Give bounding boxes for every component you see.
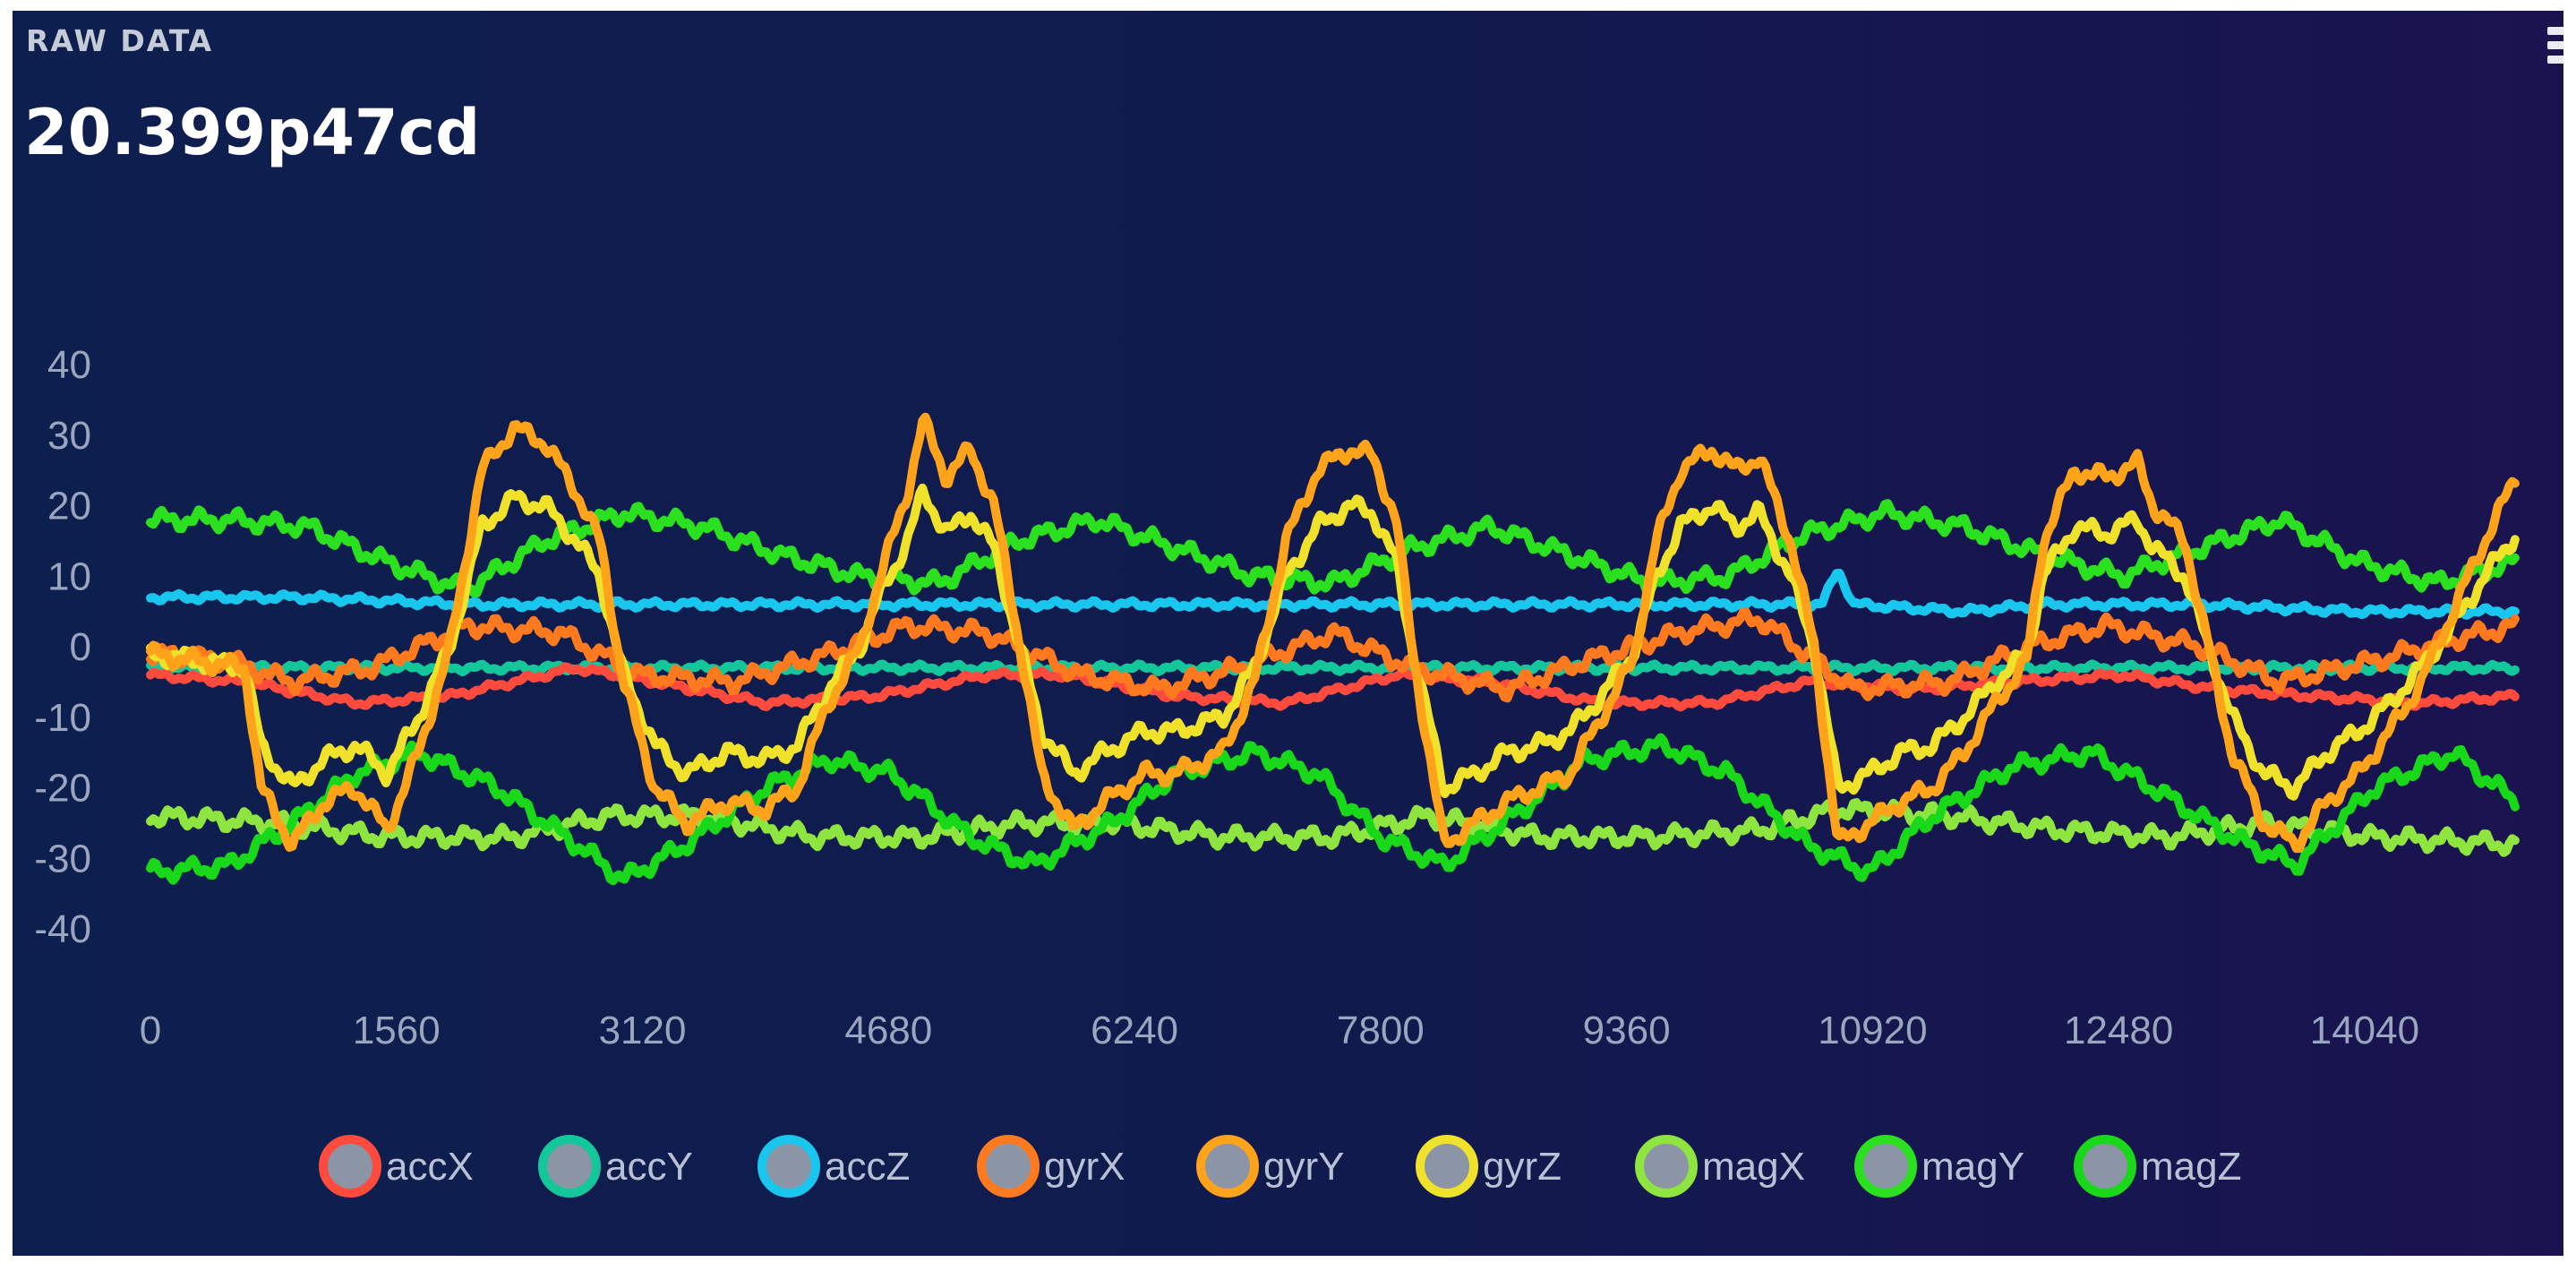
legend-label-accX[interactable]: accX [386, 1145, 474, 1189]
series-line-magZ [146, 733, 2520, 886]
legend-label-gyrX[interactable]: gyrX [1044, 1145, 1125, 1189]
legend-label-accZ[interactable]: accZ [825, 1145, 910, 1189]
menu-icon[interactable] [2547, 27, 2563, 72]
legend-label-magY[interactable]: magY [1921, 1145, 2024, 1189]
legend-marker-gyrY[interactable] [1196, 1135, 1259, 1198]
legend-label-gyrY[interactable]: gyrY [1263, 1145, 1344, 1189]
y-tick-label: -40 [34, 907, 91, 951]
legend-marker-magY[interactable] [1854, 1135, 1917, 1198]
legend-marker-gyrX[interactable] [977, 1135, 1040, 1198]
y-tick-label: 0 [70, 625, 91, 669]
line-chart: 40 30 20 10 0 -10 -20 -30 -40 0 1560 3120 4680 6240 78… [34, 343, 2520, 1198]
series-line-accX [146, 662, 2520, 712]
legend-label-gyrZ[interactable]: gyrZ [1483, 1145, 1562, 1189]
legend-marker-magZ[interactable] [2074, 1135, 2136, 1198]
series-line-gyrX [146, 607, 2520, 703]
panel-title: RAW DATA [26, 23, 214, 58]
y-tick-label: -10 [34, 696, 91, 740]
series-line-gyrZ [146, 483, 2520, 801]
legend-label-magX[interactable]: magX [1702, 1145, 1805, 1189]
y-tick-label: 10 [47, 554, 91, 598]
series-line-gyrY [146, 412, 2520, 854]
y-tick-label: 20 [47, 485, 91, 528]
y-tick-label: -20 [34, 767, 91, 811]
x-tick-label: 14040 [2310, 1009, 2419, 1052]
legend-marker-accZ[interactable] [757, 1135, 820, 1198]
x-tick-label: 3120 [599, 1009, 687, 1052]
x-tick-label: 0 [140, 1009, 161, 1052]
y-tick-label: -30 [34, 837, 91, 880]
y-tick-label: 30 [47, 414, 91, 458]
legend-label-magZ[interactable]: magZ [2141, 1145, 2241, 1189]
legend-marker-accY[interactable] [538, 1135, 601, 1198]
legend-marker-accX[interactable] [319, 1135, 381, 1198]
legend-marker-gyrZ[interactable] [1416, 1135, 1478, 1198]
series-line-magY [146, 499, 2520, 598]
series-line-accY [146, 659, 2520, 676]
x-tick-label: 12480 [2064, 1009, 2173, 1052]
x-tick-label: 10920 [1818, 1009, 1927, 1052]
x-tick-label: 4680 [844, 1009, 932, 1052]
x-tick-label: 1560 [353, 1009, 441, 1052]
x-tick-label: 6240 [1091, 1009, 1178, 1052]
legend-marker-magX[interactable] [1635, 1135, 1698, 1198]
series-line-accZ [146, 569, 2520, 620]
x-tick-label: 7800 [1337, 1009, 1425, 1052]
x-tick-label: 9360 [1583, 1009, 1671, 1052]
series-line-magX [146, 798, 2520, 857]
y-tick-label: 40 [47, 343, 91, 387]
legend-label-accY[interactable]: accY [605, 1145, 693, 1189]
raw-data-panel: RAW DATA 20.399p47cd 40 30 20 10 0 -10 -20 -30 -… [13, 11, 2563, 1256]
panel-value: 20.399p47cd [24, 96, 481, 169]
